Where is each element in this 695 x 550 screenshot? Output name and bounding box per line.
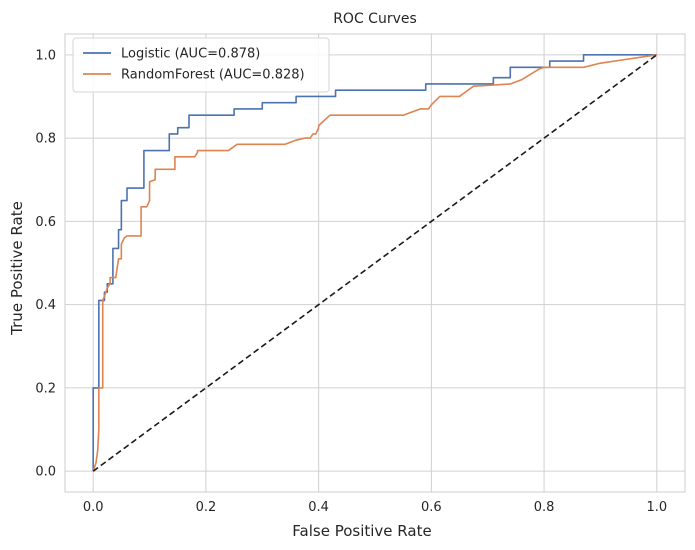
y-tick-label: 0.2: [35, 381, 56, 396]
x-tick-label: 0.2: [196, 500, 217, 515]
y-ticks: 0.0 0.2 0.4 0.6 0.8 1.0: [35, 48, 56, 479]
y-tick-label: 0.6: [35, 215, 56, 230]
x-tick-label: 0.0: [83, 500, 104, 515]
plot-frame: [64, 33, 686, 493]
x-tick-label: 0.4: [308, 500, 329, 515]
legend-box: [72, 37, 330, 93]
series-line-1: [92, 54, 657, 472]
chance-diagonal-line: [92, 54, 658, 472]
y-tick-label: 0.4: [35, 298, 56, 313]
series-line-2: [92, 54, 657, 472]
legend-label: RandomForest (AUC=0.828): [121, 68, 305, 83]
y-tick-label: 1.0: [35, 48, 56, 63]
series-lines: [92, 54, 658, 472]
x-tick-label: 0.6: [421, 500, 442, 515]
x-tick-label: 1.0: [646, 500, 667, 515]
x-ticks: 0.0 0.2 0.4 0.6 0.8 1.0: [83, 500, 667, 515]
legend-label: Logistic (AUC=0.878): [121, 47, 260, 62]
y-axis-label: True Positive Rate: [8, 201, 26, 336]
legend: Logistic (AUC=0.878) RandomForest (AUC=0.…: [72, 37, 330, 93]
x-axis-label: False Positive Rate: [292, 522, 431, 540]
y-tick-label: 0.0: [35, 465, 56, 480]
chart-title: ROC Curves: [333, 11, 417, 27]
y-tick-label: 0.8: [35, 132, 56, 147]
x-tick-label: 0.8: [534, 500, 555, 515]
